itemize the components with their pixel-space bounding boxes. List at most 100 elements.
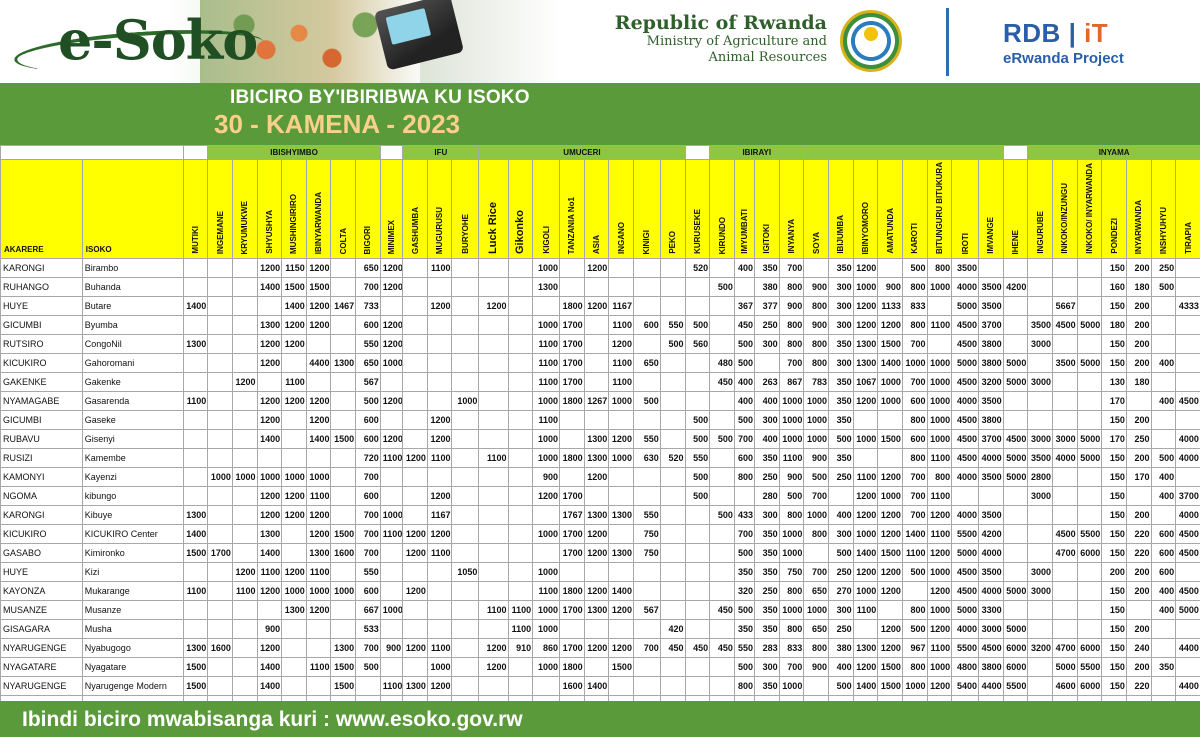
price-cell: 3000 xyxy=(1051,429,1078,449)
price-cell: 1400 xyxy=(256,543,283,563)
price-cell: 5000 xyxy=(1002,467,1029,487)
column-header-gikonko: Gikonko xyxy=(507,159,534,259)
price-cell xyxy=(451,448,480,468)
price-cell: 240 xyxy=(1125,638,1152,658)
price-cell: 700 xyxy=(355,505,381,525)
price-cell: 4500 xyxy=(1051,524,1078,544)
price-cell xyxy=(426,372,453,392)
price-cell: 800 xyxy=(926,467,953,487)
price-cell: 1200 xyxy=(379,315,404,335)
price-cell: 1100 xyxy=(379,676,404,696)
price-cell: 700 xyxy=(901,372,928,392)
price-cell xyxy=(478,315,509,335)
price-cell xyxy=(733,486,756,506)
price-cell xyxy=(330,562,357,582)
price-cell: 1100 xyxy=(426,543,453,563)
price-cell: 5000 xyxy=(1175,600,1200,620)
table-row: HUYE Butare 1400 1400 1200 1467 733 1200 1200 180… xyxy=(0,296,1200,316)
price-cell: 5667 xyxy=(1051,296,1078,316)
price-cell: 4000 xyxy=(1175,505,1200,525)
price-cell xyxy=(709,448,735,468)
price-cell: 1200 xyxy=(877,467,903,487)
it-label: iT xyxy=(1084,18,1109,48)
price-cell xyxy=(827,486,854,506)
column-header-kryumukwe-label: KRYUMUKWE xyxy=(240,200,250,254)
price-cell xyxy=(1027,676,1053,696)
price-cell: 650 xyxy=(803,581,829,601)
price-cell xyxy=(207,277,233,297)
district-cell: NYARUGENGE xyxy=(0,638,83,658)
price-cell xyxy=(1175,258,1200,278)
price-cell: 800 xyxy=(926,258,953,278)
price-cell xyxy=(559,410,585,430)
price-cell: 667 xyxy=(355,600,381,620)
price-cell xyxy=(684,391,711,411)
price-cell xyxy=(507,277,534,297)
price-cell: 1400 xyxy=(256,429,283,449)
price-cell xyxy=(379,372,404,392)
price-cell xyxy=(659,657,686,677)
price-cell: 3000 xyxy=(1027,562,1053,582)
price-cell: 1200 xyxy=(281,391,307,411)
price-cell xyxy=(1175,657,1200,677)
price-cell xyxy=(402,391,428,411)
price-cell xyxy=(803,676,829,696)
price-cell: 400 xyxy=(1150,581,1177,601)
price-cell: 1000 xyxy=(926,372,953,392)
price-cell xyxy=(1051,391,1078,411)
price-cell: 3000 xyxy=(1027,429,1053,449)
price-cell: 350 xyxy=(733,562,756,582)
table-row: KAMONYI Kayenzi 1000 1000 1000 1000 1000 700 900… xyxy=(0,467,1200,487)
price-cell: 800 xyxy=(901,410,928,430)
price-cell: 700 xyxy=(901,505,928,525)
price-cell: 150 xyxy=(1101,600,1127,620)
price-cell xyxy=(1076,334,1103,354)
price-cell: 1200 xyxy=(379,429,404,449)
market-cell: Kibuye xyxy=(81,505,184,525)
price-cell xyxy=(1002,562,1029,582)
price-cell xyxy=(608,676,634,696)
price-cell xyxy=(478,505,509,525)
price-cell: 833 xyxy=(901,296,928,316)
price-cell xyxy=(1051,372,1078,392)
price-cell xyxy=(926,296,953,316)
table-row: GAKENKE Gakenke 1200 1100 567 1100 1700 1100 450… xyxy=(0,372,1200,392)
price-cell xyxy=(207,353,233,373)
group-umuceri: UMUCERI xyxy=(478,145,686,160)
price-cell: 1200 xyxy=(402,581,428,601)
price-cell: 500 xyxy=(733,600,756,620)
price-cell: 1200 xyxy=(583,638,610,658)
price-cell: 1400 xyxy=(256,676,283,696)
price-cell: 1200 xyxy=(426,676,453,696)
market-cell: Kamembe xyxy=(81,448,184,468)
price-cell: 1700 xyxy=(559,524,585,544)
price-cell xyxy=(182,372,209,392)
column-header-pondezi: PONDEZI xyxy=(1101,159,1127,259)
price-cell: 1200 xyxy=(608,600,634,620)
price-cell: 1500 xyxy=(877,543,903,563)
column-header-inyarwanda: INYARWANDA xyxy=(1125,159,1152,259)
price-cell: 1400 xyxy=(256,277,283,297)
price-cell: 3500 xyxy=(951,258,980,278)
price-cell xyxy=(231,410,258,430)
price-cell xyxy=(632,296,661,316)
price-cell: 3800 xyxy=(978,334,1004,354)
price-cell xyxy=(507,315,534,335)
price-cell xyxy=(207,315,233,335)
price-cell xyxy=(305,334,332,354)
price-cell: 750 xyxy=(632,543,661,563)
price-cell: 200 xyxy=(1125,334,1152,354)
column-header-bitunguru-bitukura-label: BITUNGURU BITUKURA xyxy=(934,162,944,254)
price-cell: 150 xyxy=(1101,353,1127,373)
price-cell xyxy=(709,391,735,411)
price-cell: 800 xyxy=(803,524,829,544)
price-cell xyxy=(1076,296,1103,316)
price-cell: 4500 xyxy=(1175,391,1200,411)
price-cell: 150 xyxy=(1101,505,1127,525)
price-cell: 1267 xyxy=(583,391,610,411)
price-cell: 1200 xyxy=(583,543,610,563)
price-cell xyxy=(659,676,686,696)
district-cell: NYAMAGABE xyxy=(0,391,83,411)
price-cell: 250 xyxy=(827,619,854,639)
header-divider xyxy=(946,8,949,76)
